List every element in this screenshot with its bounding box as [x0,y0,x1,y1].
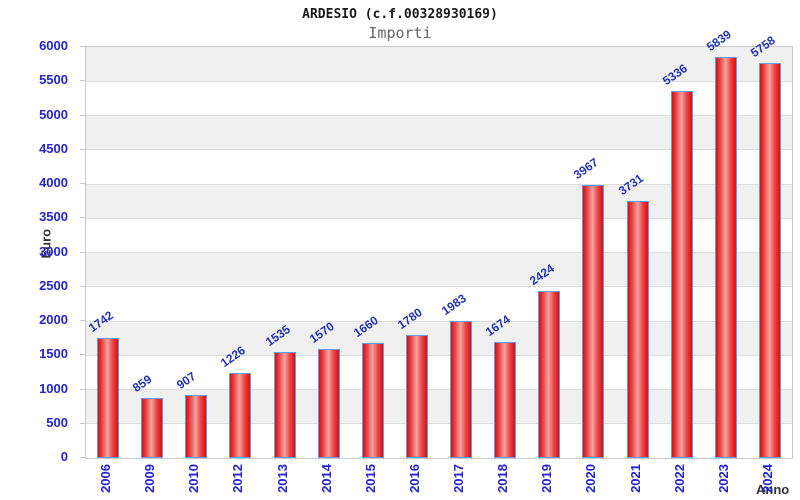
y-tick-label: 1000 [39,380,68,396]
bar-value-label: 1226 [218,343,249,371]
bar-2016 [405,335,428,458]
x-tick-label: 2013 [274,464,290,493]
gridline [86,217,792,219]
bar-value-label: 1660 [350,313,381,341]
gridline [86,320,792,322]
y-tick-label: 500 [46,414,68,430]
gridline [86,115,792,116]
plot-area: 1742 859 907 1226 1535 1570 1660 1780 1983 1674 24… [85,27,793,459]
x-tick-label: 2024 [759,464,775,493]
y-tick-mark [80,46,85,47]
gridline [86,354,792,356]
y-tick-mark [80,388,85,390]
gridline [86,149,792,151]
x-tick-label: 2010 [186,464,202,493]
chart-subtitle: Importi [368,24,432,42]
y-tick-label: 2500 [39,277,68,293]
y-tick-label: 6000 [39,38,68,53]
x-tick-label: 2015 [362,464,378,493]
x-tick-label: 2006 [98,464,114,493]
bar-2017 [450,321,473,458]
bar-value-label: 3731 [615,171,646,199]
bar-2021 [626,201,649,458]
x-tick-label: 2019 [539,464,555,493]
bar-2024 [758,62,781,458]
bar-value-label: 3967 [571,155,602,183]
x-tick-label: 2017 [451,464,467,493]
gridline [86,183,792,185]
bar-value-label: 1535 [262,322,293,349]
y-tick-label: 4000 [39,175,68,190]
gridline [86,252,792,253]
y-tick-mark [80,320,85,321]
y-tick-mark [80,457,85,458]
y-tick-mark [80,148,85,150]
y-tick-mark [80,114,85,116]
bar-value-label: 5336 [659,61,690,89]
bar-value-label: 1674 [483,312,514,340]
gridline [86,423,792,425]
y-tick-label: 3500 [39,209,68,225]
x-axis-title: Anno [756,482,790,497]
bar-2013 [273,351,296,458]
gridline [86,389,792,390]
chart-title: ARDESIO (c.f.00328930169) [302,7,498,22]
y-tick-label: 5500 [39,72,68,88]
bar-2020 [582,185,605,458]
bar-value-label: 1983 [439,291,469,319]
y-tick-label: 4500 [39,140,68,156]
bar-2009 [141,398,164,458]
bar-2010 [185,394,208,458]
x-tick-label: 2021 [627,464,643,493]
y-tick-mark [80,183,85,184]
x-tick-label: 2023 [715,464,731,493]
bar-2022 [670,91,693,458]
bar-value-label: 859 [130,372,155,396]
y-tick-mark [80,217,85,219]
bar-value-label: 1742 [86,307,116,335]
bar-2014 [317,349,340,458]
y-tick-mark [80,285,85,287]
x-tick-label: 2009 [142,464,158,493]
x-tick-label: 2012 [230,464,246,493]
y-tick-label: 1500 [39,346,68,362]
x-tick-label: 2018 [495,464,511,493]
bar-value-label: 1570 [306,319,337,347]
y-tick-label: 3000 [39,243,68,259]
bar-2018 [494,342,517,458]
bar-2015 [361,343,384,458]
bar-2023 [714,57,737,458]
bar-value-label: 1780 [394,305,425,333]
gridline [86,80,792,82]
y-tick-mark [80,354,85,356]
x-tick-label: 2020 [583,464,599,493]
y-tick-mark [80,422,85,424]
y-tick-label: 2000 [39,312,68,327]
x-tick-label: 2016 [406,464,422,493]
y-tick-mark [80,80,85,82]
y-tick-mark [80,251,85,253]
bar-2012 [229,373,252,458]
x-tick-label: 2014 [318,464,334,493]
gridline [86,286,792,288]
x-tick-label: 2022 [671,464,687,493]
bar-2006 [97,337,120,458]
y-tick-label: 0 [60,449,68,464]
bar-2019 [538,290,561,458]
y-tick-label: 5000 [39,106,68,122]
bar-value-label: 2424 [527,261,558,288]
